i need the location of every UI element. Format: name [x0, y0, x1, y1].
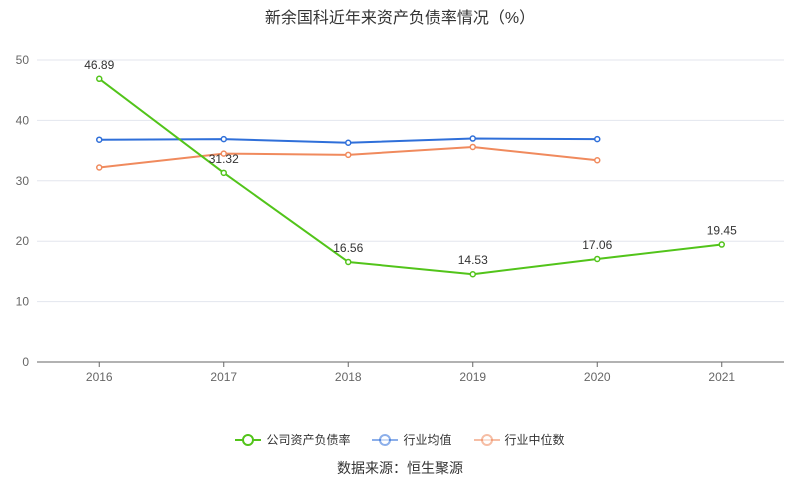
x-tick-label: 2019: [459, 370, 486, 384]
axes: 0 10 20 30 40 50 2016 2017 2018 2019 2020 2021: [16, 53, 784, 384]
y-tick-label: 0: [22, 355, 29, 369]
legend-label: 行业均值: [403, 433, 452, 447]
data-label: 31.32: [209, 152, 239, 166]
data-label: 46.89: [84, 58, 114, 72]
legend-label: 行业中位数: [504, 433, 565, 447]
x-tick-label: 2020: [584, 370, 611, 384]
legend-item[interactable]: 行业均值: [372, 431, 452, 448]
data-point: [469, 270, 476, 278]
legend-label: 公司资产负债率: [266, 433, 351, 447]
legend-symbol: [473, 433, 500, 446]
y-tick-label: 40: [16, 113, 30, 127]
series-line-0: [98, 77, 722, 276]
data-point: [718, 241, 725, 248]
data-point: [96, 75, 103, 83]
legend-symbol: [235, 433, 262, 446]
data-point: [594, 135, 601, 143]
legend: 公司资产负债率 行业均值 行业中位数: [0, 431, 800, 448]
data-label: 16.56: [333, 241, 363, 255]
chart-title: 新余国科近年来资产负债率情况（%）: [264, 10, 536, 27]
data-point: [345, 151, 352, 159]
source-note: 数据来源：恒生聚源: [337, 460, 463, 476]
data-point: [594, 157, 601, 164]
data-point: [220, 169, 227, 177]
legend-item[interactable]: 行业中位数: [473, 431, 565, 448]
data-label: 19.45: [707, 224, 737, 238]
data-point: [594, 255, 601, 263]
data-label: 14.53: [458, 253, 488, 267]
data-point: [96, 136, 103, 143]
data-point: [220, 135, 227, 143]
grid-lines: [37, 59, 784, 303]
data-point: [469, 135, 476, 142]
data-label: 17.06: [582, 238, 612, 252]
data-point: [345, 258, 352, 266]
data-point: [345, 139, 352, 146]
data-point: [469, 143, 476, 151]
data-point: [96, 164, 103, 171]
x-tick-label: 2016: [86, 370, 113, 384]
legend-item[interactable]: 公司资产负债率: [235, 431, 350, 448]
data-point: [220, 150, 227, 157]
y-tick-label: 30: [16, 174, 30, 188]
y-tick-label: 20: [16, 234, 30, 248]
x-tick-label: 2021: [708, 370, 735, 384]
series-lines: [96, 75, 725, 278]
data-labels: 46.89 31.32 16.56 14.53 17.06 19.45: [84, 58, 737, 267]
y-tick-label: 10: [16, 295, 30, 309]
legend-symbol: [372, 433, 399, 446]
x-tick-label: 2017: [210, 370, 237, 384]
y-tick-label: 50: [16, 53, 30, 67]
x-tick-label: 2018: [335, 370, 362, 384]
